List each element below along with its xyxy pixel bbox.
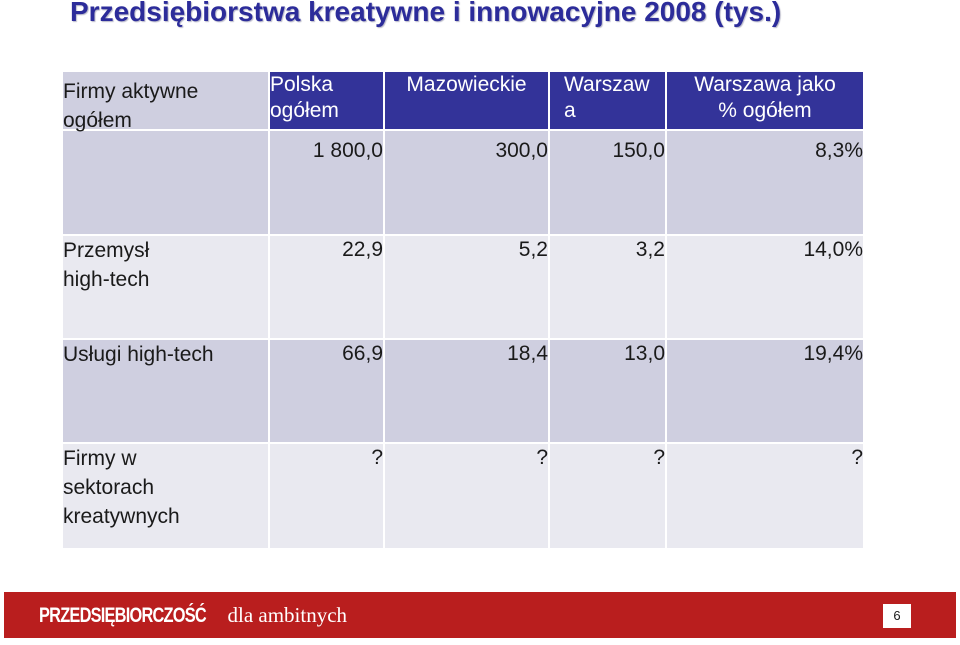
table-cell: ? — [270, 444, 383, 548]
column-header-warszawa-percent: Warszawa jako % ogółem — [667, 72, 863, 129]
row-label-line: Firmy w — [63, 447, 137, 470]
row-label: Firmy w sektorach kreatywnych — [63, 444, 268, 548]
column-header-warszawa: Warszaw a — [550, 72, 665, 129]
table-row: Usługi high-tech 66,9 18,4 13,0 19,4% — [63, 340, 863, 442]
row-label: Usługi high-tech — [63, 340, 268, 442]
table-cell: 300,0 — [385, 131, 548, 234]
table-cell: 8,3% — [667, 131, 863, 234]
column-header-line: ogółem — [270, 99, 339, 122]
footer-logo: PRZEDSIĘBIORCZOŚĆ dla ambitnych — [39, 600, 347, 630]
column-header-mazowieckie: Mazowieckie — [385, 72, 548, 129]
slide-title: Przedsiębiorstwa kreatywne i innowacyjne… — [70, 0, 782, 27]
table-cell: 5,2 — [385, 236, 548, 338]
table-corner-cell — [63, 72, 268, 129]
table-cell: ? — [667, 444, 863, 548]
table-row: Przemysł high-tech 22,9 5,2 3,2 14,0% — [63, 236, 863, 338]
table-cell: 18,4 — [385, 340, 548, 442]
table-row: Firmy aktywne ogółem 1 800,0 300,0 150,0… — [63, 80, 863, 234]
row-label-line: Firmy aktywne — [63, 80, 199, 103]
row-label: Przemysł high-tech — [63, 236, 268, 338]
table-cell: 150,0 — [550, 131, 665, 234]
row-label-line: sektorach — [63, 476, 155, 499]
column-header-line: Polska — [270, 73, 334, 96]
table-cell: 66,9 — [270, 340, 383, 442]
table-cell: 14,0% — [667, 236, 863, 338]
footer-slogan: dla ambitnych — [227, 603, 348, 627]
row-label-line: Usługi high-tech — [63, 343, 214, 366]
row-label-line: high-tech — [63, 268, 150, 291]
footer-bar: PRZEDSIĘBIORCZOŚĆ dla ambitnych — [4, 592, 956, 638]
column-header-polska: Polska ogółem — [270, 72, 383, 129]
table-cell: ? — [550, 444, 665, 548]
column-header-line: Warszaw — [564, 73, 650, 96]
row-label-line: kreatywnych — [63, 505, 180, 528]
page-number: 6 — [883, 604, 911, 628]
table-cell: 22,9 — [270, 236, 383, 338]
footer-brand: PRZEDSIĘBIORCZOŚĆ — [39, 604, 207, 627]
table-cell: 19,4% — [667, 340, 863, 442]
table-cell: 13,0 — [550, 340, 665, 442]
table-cell: 1 800,0 — [270, 131, 383, 234]
column-header-line: % ogółem — [718, 99, 812, 122]
table-cell: 3,2 — [550, 236, 665, 338]
row-label-line: Przemysł — [63, 239, 150, 262]
table-header-row: Polska ogółem Mazowieckie Warszaw a Wars… — [63, 72, 863, 129]
row-label-line: ogółem — [63, 109, 132, 132]
data-table: Polska ogółem Mazowieckie Warszaw a Wars… — [61, 70, 865, 550]
row-label: Firmy aktywne ogółem — [63, 80, 268, 234]
column-header-line: a — [564, 99, 576, 122]
table-row: Firmy w sektorach kreatywnych ? ? ? ? — [63, 444, 863, 548]
column-header-line: Warszawa jako — [694, 73, 836, 96]
table-cell: ? — [385, 444, 548, 548]
column-header-line: Mazowieckie — [406, 73, 527, 96]
